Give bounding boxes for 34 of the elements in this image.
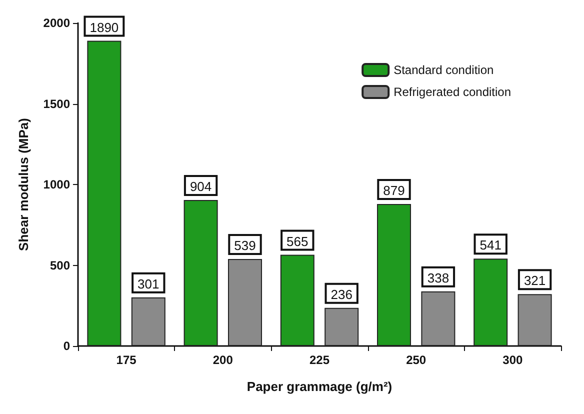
bar — [228, 258, 262, 346]
y-tick-label: 500 — [50, 258, 70, 272]
bar — [421, 291, 456, 346]
data-label: 541 — [480, 238, 502, 253]
data-label: 539 — [234, 238, 256, 253]
x-tick-label: 300 — [502, 353, 524, 367]
data-label: 338 — [427, 270, 450, 286]
bar — [474, 258, 508, 346]
bar — [377, 204, 411, 346]
x-tick-label: 200 — [212, 353, 234, 367]
bar — [324, 308, 359, 346]
legend-label: Refrigerated condition — [394, 85, 511, 99]
bar — [87, 40, 122, 346]
data-label: 879 — [383, 183, 405, 198]
data-label: 301 — [138, 276, 160, 292]
y-tick-label: 0 — [63, 339, 70, 353]
data-label: 236 — [330, 286, 352, 302]
bar — [518, 294, 552, 346]
y-tick-label: 1000 — [43, 178, 70, 192]
legend-label: Standard condition — [394, 63, 494, 77]
data-label: 321 — [524, 273, 546, 288]
x-tick-label: 250 — [406, 353, 426, 367]
data-label: 904 — [190, 179, 212, 194]
bar — [184, 200, 218, 346]
data-label: 1890 — [90, 20, 119, 35]
x-axis-title: Paper grammage (g/m²) — [246, 379, 392, 394]
x-tick-label: 175 — [116, 353, 137, 367]
x-tick-label: 225 — [309, 353, 330, 367]
y-axis-title: Shear modulus (MPa) — [16, 118, 31, 251]
y-tick-label: 2000 — [43, 16, 70, 30]
bar — [131, 297, 166, 346]
data-label: 565 — [286, 234, 308, 249]
bar — [280, 254, 314, 346]
y-tick-label: 1500 — [43, 96, 70, 111]
